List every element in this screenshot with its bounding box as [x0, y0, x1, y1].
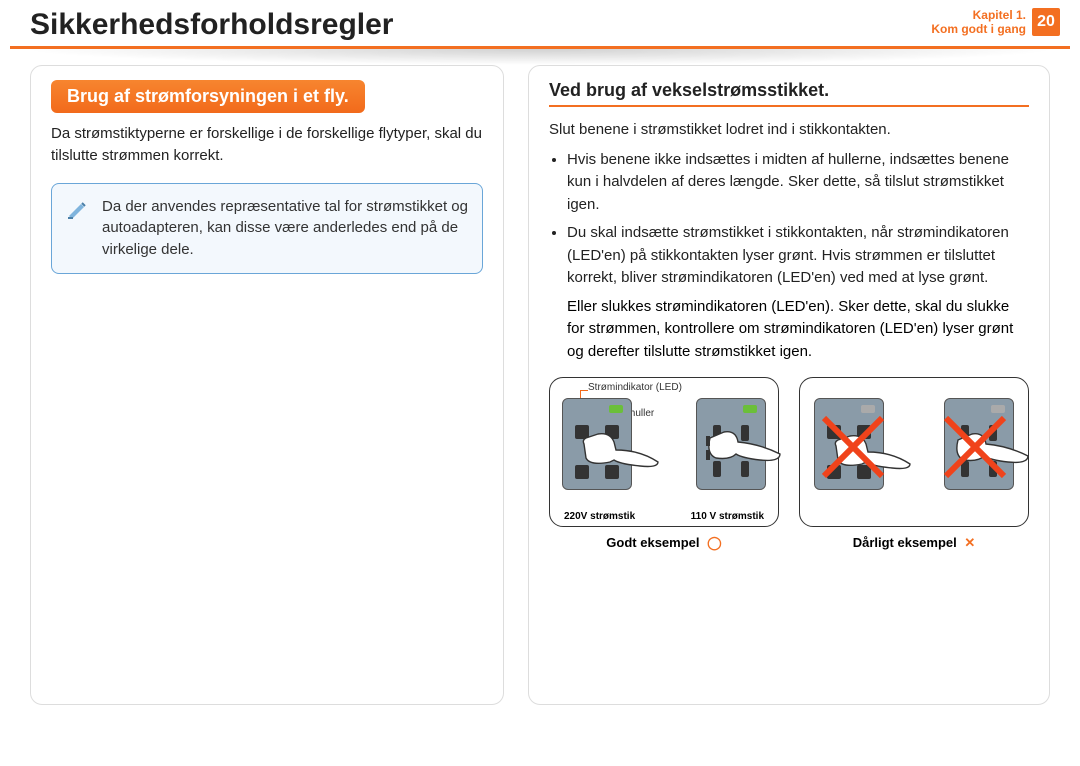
bullet-item-1: Hvis benene ikke indsættes i midten af h… [567, 149, 1029, 217]
page-title: Sikkerhedsforholdsregler [30, 8, 393, 42]
good-caption-text: Godt eksempel [606, 535, 699, 550]
bad-caption-text: Dårligt eksempel [853, 535, 957, 550]
extra-paragraph: Eller slukkes strømindikatoren (LED'en).… [567, 296, 1029, 364]
right-column: Ved brug af vekselstrømsstikket. Slut be… [528, 65, 1050, 705]
good-caption: Godt eksempel ◯ [549, 535, 779, 551]
leader-led [580, 390, 588, 391]
chapter-line-1: Kapitel 1. [931, 8, 1026, 22]
bad-diagram-box [799, 377, 1029, 527]
bullet-item-2: Du skal indsætte strømstikket i stikkont… [567, 222, 1029, 290]
bad-example: Dårligt eksempel ✕ [799, 377, 1029, 551]
note-icon [66, 198, 90, 222]
bullet-list: Hvis benene ikke indsættes i midten af h… [549, 149, 1029, 290]
bad-symbol-icon: ✕ [964, 535, 975, 550]
top-divider-shadow [20, 49, 1060, 65]
cross-icon-left [818, 412, 888, 482]
cross-icon-right [940, 412, 1010, 482]
label-110v: 110 V strømstik [691, 511, 764, 522]
chapter-badge: Kapitel 1. Kom godt i gang 20 [931, 8, 1060, 37]
plug-220v-icon [580, 428, 660, 478]
diagram-row: Strømindikator (LED) Midterhuller 220V s… [549, 377, 1029, 551]
right-intro: Slut benene i strømstikket lodret ind i … [549, 119, 1029, 141]
note-box: Da der anvendes repræsentative tal for s… [51, 183, 483, 274]
page-number-badge: 20 [1032, 8, 1060, 36]
good-symbol-icon: ◯ [707, 535, 722, 550]
bad-caption: Dårligt eksempel ✕ [799, 535, 1029, 551]
good-diagram-box: Strømindikator (LED) Midterhuller 220V s… [549, 377, 779, 527]
left-body-text: Da strømstiktyperne er forskellige i de … [51, 123, 483, 167]
chapter-line-2: Kom godt i gang [931, 22, 1026, 36]
left-heading: Brug af strømforsyningen i et fly. [51, 80, 365, 113]
label-led: Strømindikator (LED) [588, 382, 682, 393]
good-example: Strømindikator (LED) Midterhuller 220V s… [549, 377, 779, 551]
plug-110v-icon [702, 424, 782, 474]
note-text: Da der anvendes repræsentative tal for s… [102, 198, 468, 259]
right-heading: Ved brug af vekselstrømsstikket. [549, 80, 1029, 107]
left-column: Brug af strømforsyningen i et fly. Da st… [30, 65, 504, 705]
label-220v: 220V strømstik [564, 511, 635, 522]
